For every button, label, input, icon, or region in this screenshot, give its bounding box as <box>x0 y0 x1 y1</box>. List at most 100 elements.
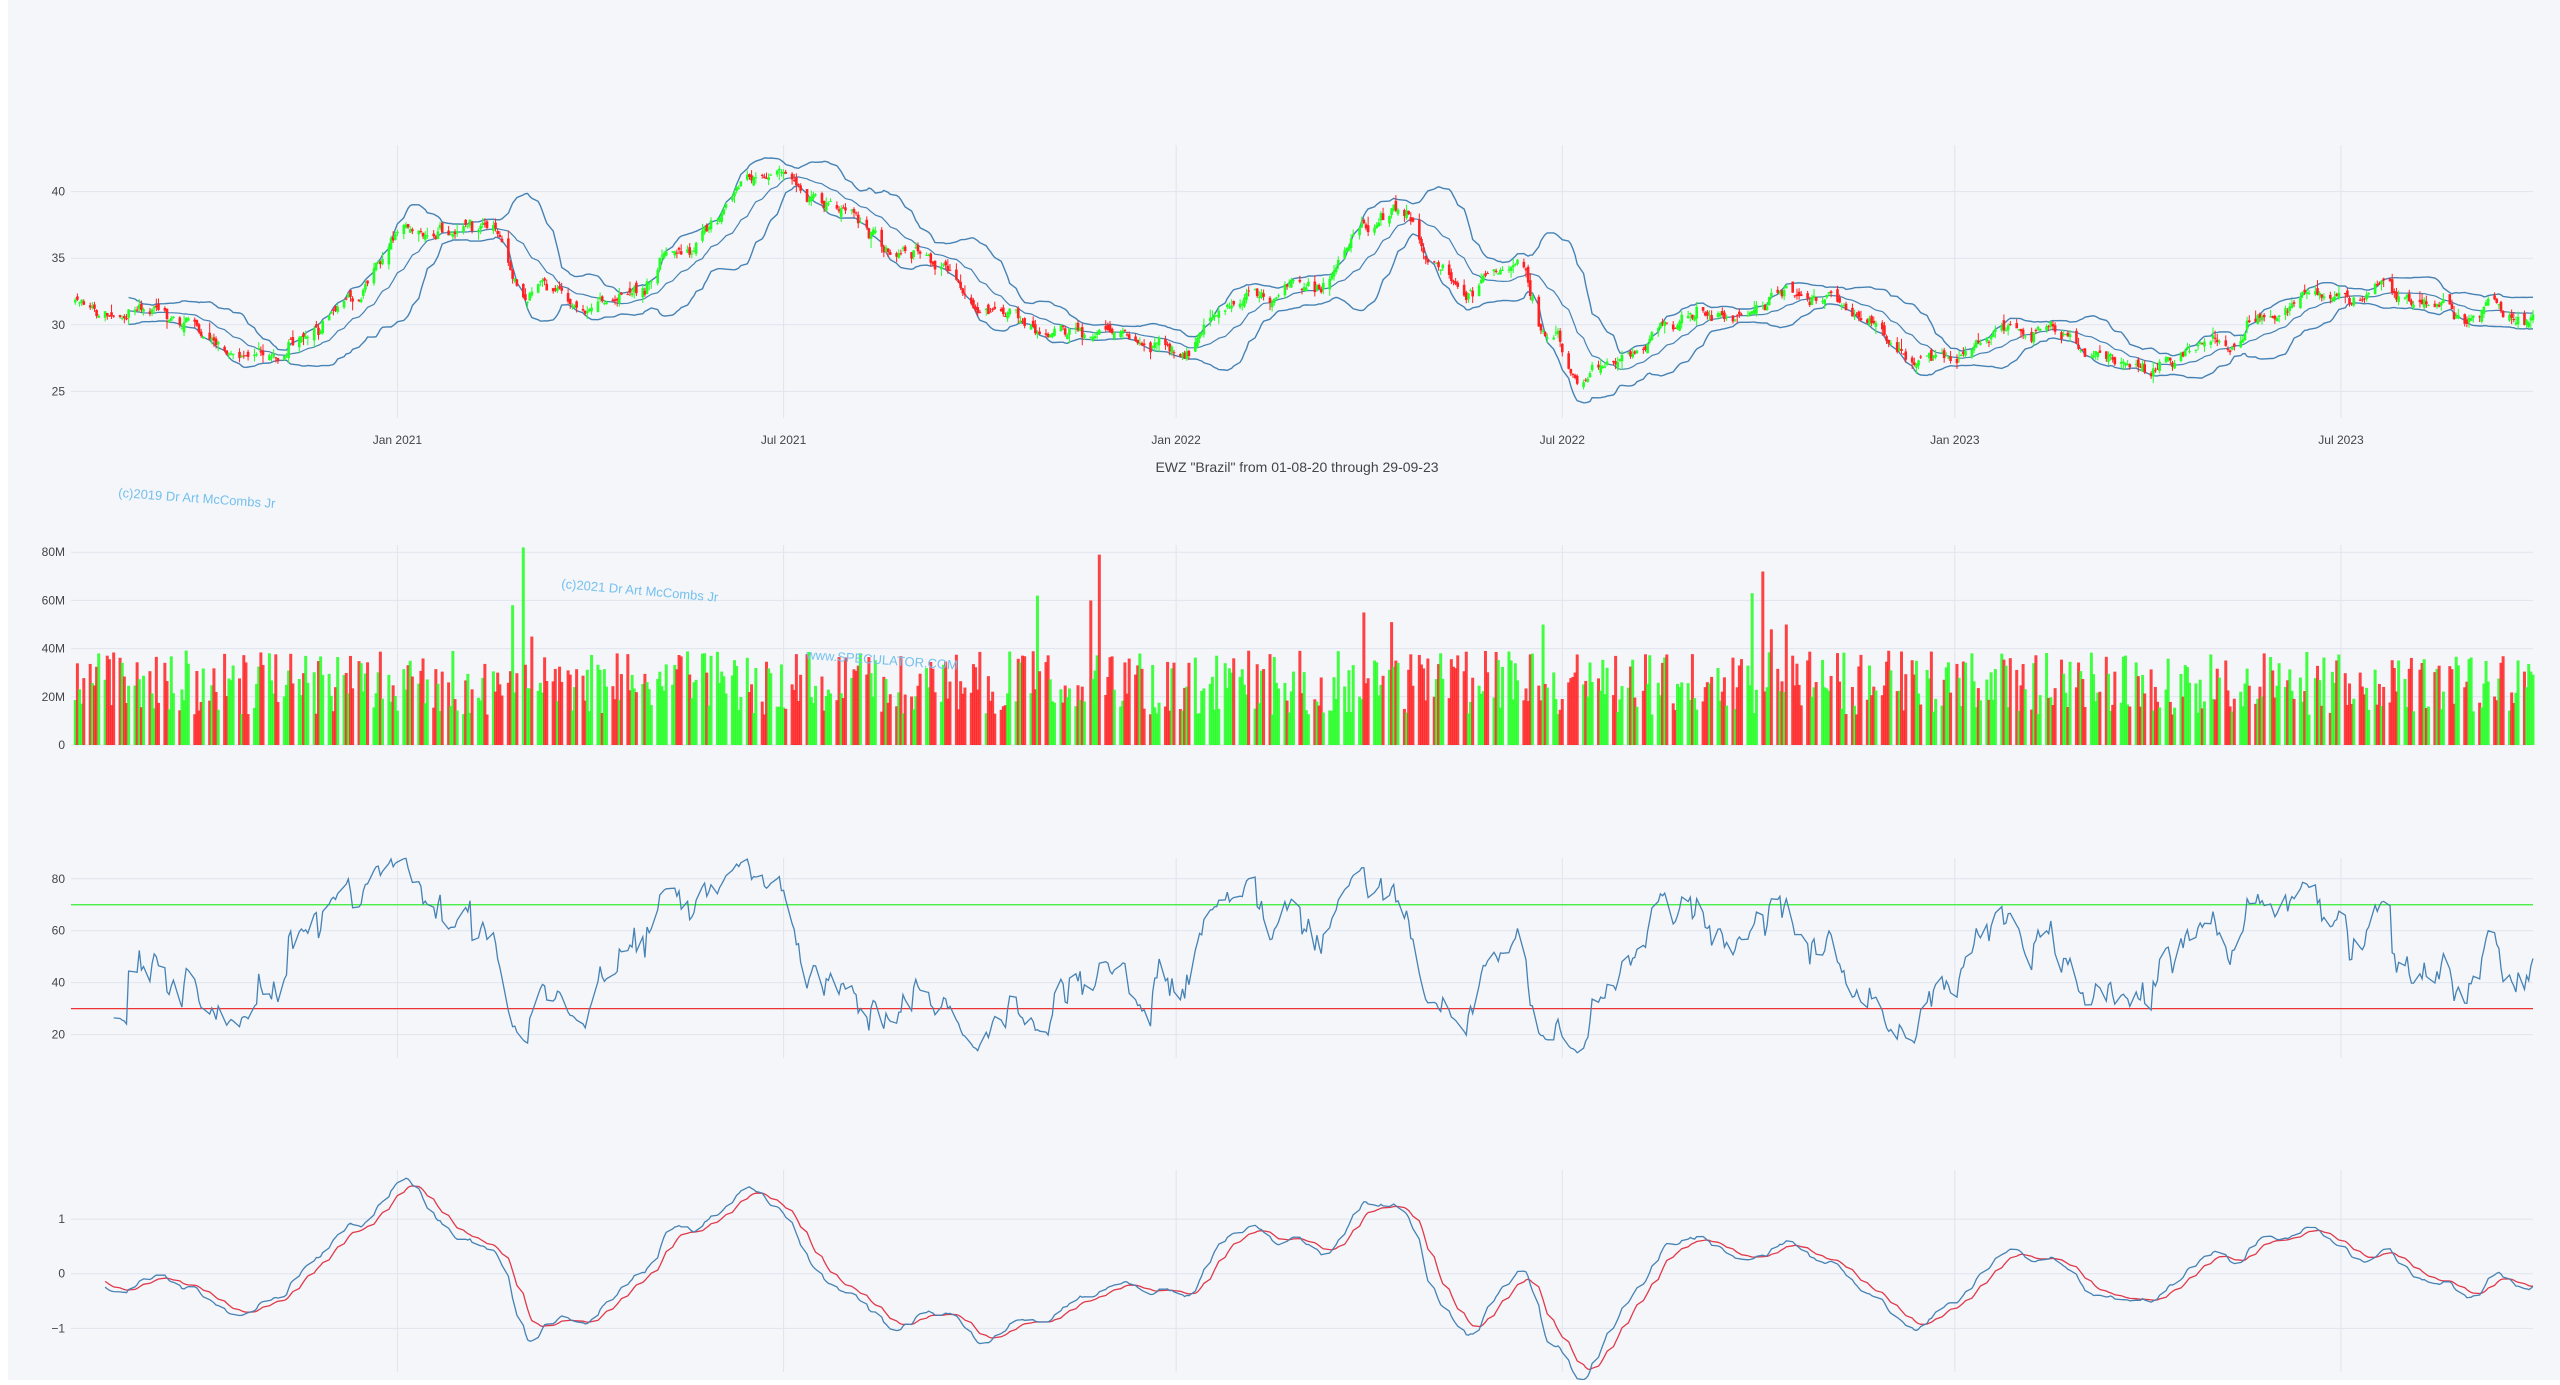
candle-body <box>1432 261 1436 263</box>
volume-bar <box>882 676 886 745</box>
candle-body <box>1275 297 1278 299</box>
candle-body <box>244 355 248 357</box>
candle-body <box>1059 325 1063 332</box>
candle-body <box>1358 227 1361 236</box>
candle-body <box>2038 328 2042 331</box>
candle-body <box>2228 350 2232 353</box>
candle-body <box>180 328 184 330</box>
volume-bar <box>545 680 549 745</box>
candle-body <box>897 253 901 258</box>
volume-bar <box>297 679 301 745</box>
candle-body <box>733 192 736 197</box>
volume-bar <box>329 695 333 745</box>
volume-bar <box>1014 701 1018 745</box>
candle-body <box>2034 330 2038 332</box>
volume-bar <box>1648 655 1652 745</box>
candle-body <box>1810 297 1814 305</box>
volume-bar <box>2200 708 2204 745</box>
candle-body <box>1403 210 1406 216</box>
grid-layer <box>71 145 2533 1372</box>
volume-bar <box>1686 683 1690 745</box>
candle-body <box>568 298 572 305</box>
volume-bar <box>142 675 146 745</box>
candle-body <box>1853 316 1856 318</box>
candle-body <box>434 236 438 240</box>
volume-bar <box>346 693 350 745</box>
volume-bar <box>2333 682 2337 745</box>
volume-bar <box>2435 668 2439 745</box>
volume-bar <box>2433 672 2437 745</box>
volume-bar <box>543 657 547 745</box>
volume-bar <box>316 661 320 745</box>
volume-bar <box>1605 667 1609 745</box>
volume-bar <box>1720 691 1724 745</box>
volume-bar <box>1611 695 1615 745</box>
volume-bar <box>1959 706 1963 745</box>
volume-bar <box>2358 672 2362 745</box>
candle-body <box>543 278 546 281</box>
volume-bar <box>1925 669 1929 745</box>
volume-bar <box>122 676 126 745</box>
volume-bar <box>1750 593 1754 745</box>
volume-bar <box>2454 656 2458 745</box>
candle-body <box>1486 273 1489 275</box>
x-tick-label: Jul 2023 <box>2318 433 2364 447</box>
candle-body <box>2273 315 2277 320</box>
volume-bar <box>797 700 801 745</box>
volume-bar <box>1483 651 1487 745</box>
candle-body <box>276 358 280 362</box>
volume-bar <box>1153 707 1157 745</box>
volume-bar <box>1552 672 1556 745</box>
candle-body <box>2141 363 2144 372</box>
candle-body <box>2525 320 2528 325</box>
candle-body <box>2047 326 2051 328</box>
candle-body <box>2124 362 2127 366</box>
candle-body <box>1080 327 1084 338</box>
volume-bar <box>910 696 914 745</box>
candle-body <box>2425 301 2428 305</box>
volume-bar <box>1874 690 1878 745</box>
volume-bar <box>1479 693 1483 745</box>
volume-bar <box>715 651 719 745</box>
candle-body <box>1501 269 1504 271</box>
volume-bar <box>662 690 666 745</box>
volume-bar <box>112 652 116 745</box>
volume-bar <box>1053 702 1057 745</box>
volume-bar <box>92 685 96 745</box>
candle-body <box>342 300 346 308</box>
volume-bar <box>1317 705 1321 745</box>
volume-bar <box>2158 707 2162 745</box>
candle-body <box>946 265 950 271</box>
candle-body <box>1407 210 1410 215</box>
candle-body <box>321 320 325 333</box>
volume-bar <box>1914 660 1918 745</box>
candle-body <box>1016 308 1020 319</box>
volume-bar <box>276 702 280 745</box>
candle-body <box>524 294 527 301</box>
candle-body <box>750 175 753 181</box>
volume-bar <box>1466 713 1470 745</box>
candle-body <box>1866 319 1869 323</box>
candle-body <box>1917 360 1920 366</box>
volume-bar <box>2179 673 2183 745</box>
candle-body <box>2286 311 2289 313</box>
candle-body <box>1095 333 1099 335</box>
candle-body <box>150 309 154 314</box>
candle-body <box>2527 322 2531 328</box>
candle-body <box>327 315 331 320</box>
candle-body <box>916 245 920 252</box>
volume-bar <box>2284 686 2288 745</box>
candle-body <box>2380 280 2383 285</box>
candle-body <box>411 229 414 232</box>
volume-bar <box>2377 683 2381 745</box>
candle-body <box>959 281 962 289</box>
volume-bar <box>342 675 346 745</box>
candle-body <box>1441 264 1445 269</box>
volume-bar <box>1065 697 1069 745</box>
volume-bar <box>201 668 205 745</box>
candle-body <box>1068 328 1071 335</box>
candle-body <box>2151 368 2155 377</box>
volume-bar <box>2143 693 2147 745</box>
candle-body <box>1319 288 1323 293</box>
candle-body <box>212 337 216 341</box>
